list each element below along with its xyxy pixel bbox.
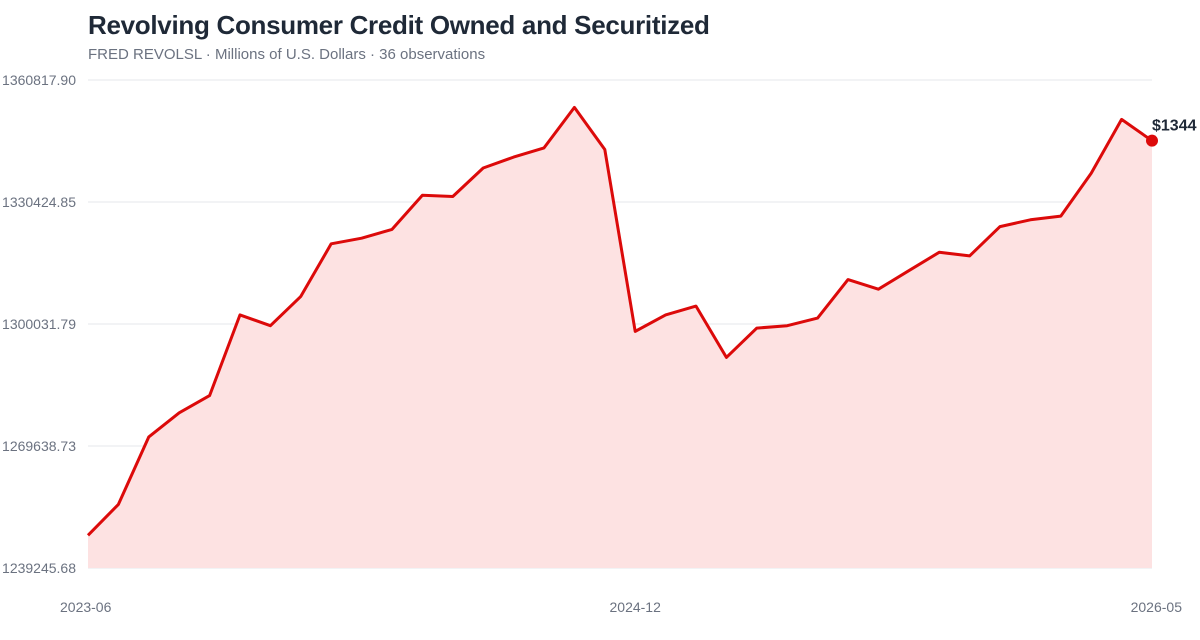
area-fill (88, 107, 1152, 569)
last-value-label: $1344 (1152, 118, 1197, 135)
x-axis-ticks: 2023-06 2024-12 2026-05 (60, 599, 1182, 615)
marks-layer: $1344 (1146, 118, 1197, 147)
x-tick-label: 2026-05 (1131, 599, 1183, 615)
y-tick-label: 1269638.73 (2, 438, 76, 454)
y-tick-label: 1300031.79 (2, 316, 76, 332)
y-tick-label: 1330424.85 (2, 194, 76, 210)
series-line (86, 105, 1153, 537)
x-tick-label: 2023-06 (60, 599, 112, 615)
y-axis-ticks: 1239245.68 1269638.73 1300031.79 1330424.85… (2, 72, 76, 576)
last-point-marker (1146, 134, 1158, 147)
chart-title: Revolving Consumer Credit Owned and Secu… (88, 10, 710, 40)
x-tick-label: 2024-12 (610, 599, 662, 615)
chart-subtitle: FRED REVOLSL · Millions of U.S. Dollars … (88, 46, 486, 63)
y-tick-label: 1360817.90 (2, 72, 76, 88)
y-tick-label: 1239245.68 (2, 560, 76, 576)
